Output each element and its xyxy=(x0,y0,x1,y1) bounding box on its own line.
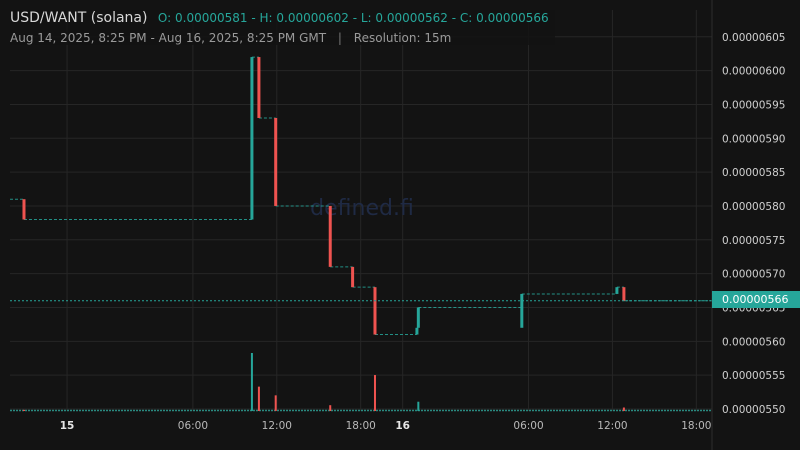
volume-bar xyxy=(417,401,420,411)
price-tick-label: 0.00000575 xyxy=(722,235,785,247)
price-tick-label: 0.00000570 xyxy=(722,269,785,281)
volume-bar xyxy=(329,405,332,411)
candle[interactable] xyxy=(622,287,626,301)
date-range: Aug 14, 2025, 8:25 PM - Aug 16, 2025, 8:… xyxy=(10,31,327,45)
volume-bar xyxy=(250,353,253,411)
candle[interactable] xyxy=(415,327,419,335)
volume-series xyxy=(10,353,712,412)
candle[interactable] xyxy=(373,287,377,335)
chart-legend: USD/WANT (solana) O: 0.00000581 - H: 0.0… xyxy=(10,10,555,45)
candle[interactable] xyxy=(416,307,420,328)
volume-bar xyxy=(373,375,376,411)
time-tick-label: 15 xyxy=(60,420,75,432)
time-tick-label: 06:00 xyxy=(178,420,208,432)
price-tick-label: 0.00000560 xyxy=(722,336,785,348)
volume-bar xyxy=(274,395,277,411)
candle[interactable] xyxy=(257,57,261,118)
time-tick-label: 06:00 xyxy=(513,420,543,432)
candle[interactable] xyxy=(250,57,254,220)
candle[interactable] xyxy=(351,266,355,288)
pair-name: USD/WANT (solana) xyxy=(10,10,148,26)
time-tick-label: 18:00 xyxy=(346,420,376,432)
price-tick-label: 0.00000605 xyxy=(722,32,785,44)
time-tick-label: 12:00 xyxy=(262,420,292,432)
chart-grid xyxy=(10,10,712,411)
price-tick-label: 0.00000595 xyxy=(722,99,785,111)
candle[interactable] xyxy=(520,293,524,328)
price-axis: 0.00000605 0.00000600 0.00000595 0.00000590… xyxy=(711,0,785,450)
volume-bar xyxy=(257,386,260,411)
time-tick-label: 16 xyxy=(395,420,410,432)
time-axis: 15 06:00 12:00 18:00 16 06:00 12:00 18:00 xyxy=(60,420,712,432)
ohlc-values: O: 0.00000581 - H: 0.00000602 - L: 0.000… xyxy=(157,11,549,25)
price-tick-label: 0.00000580 xyxy=(722,201,785,213)
price-tick-label: 0.00000585 xyxy=(722,167,785,179)
last-price-badge: 0.00000566 xyxy=(712,291,800,308)
price-tick-label: 0.00000600 xyxy=(722,66,785,78)
time-tick-label: 18:00 xyxy=(681,420,711,432)
price-tick-label: 0.00000590 xyxy=(722,133,785,145)
volume-bar xyxy=(622,407,625,411)
candle[interactable] xyxy=(274,117,278,206)
candlestick-series xyxy=(10,56,712,336)
watermark: defined.fi xyxy=(310,196,414,221)
volume-bar xyxy=(22,409,25,411)
candle[interactable] xyxy=(328,205,332,267)
legend-separator: | xyxy=(337,31,342,45)
price-tick-label: 0.00000555 xyxy=(722,370,785,382)
time-tick-label: 12:00 xyxy=(597,420,627,432)
candle[interactable] xyxy=(615,287,619,294)
resolution-label: Resolution: 15m xyxy=(353,31,452,45)
candle[interactable] xyxy=(22,199,26,220)
price-tick-label: 0.00000550 xyxy=(722,404,785,416)
